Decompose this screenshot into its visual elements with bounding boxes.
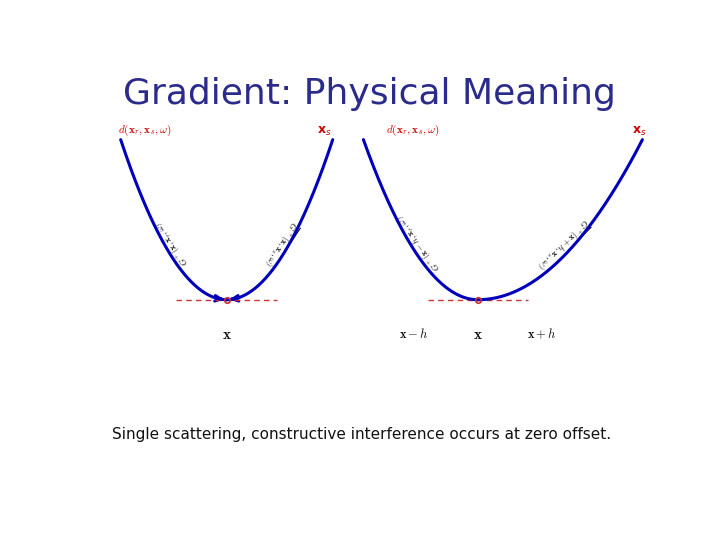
Text: $\mathbf{x}_s$: $\mathbf{x}_s$ xyxy=(317,124,332,138)
Text: $\overline{G^+}(\mathbf{x}, \mathbf{x}_s, \omega)$: $\overline{G^+}(\mathbf{x}, \mathbf{x}_s… xyxy=(261,218,302,269)
Text: $d(\mathbf{x}_r, \mathbf{x}_s, \omega)$: $d(\mathbf{x}_r, \mathbf{x}_s, \omega)$ xyxy=(386,122,439,138)
Text: Single scattering, constructive interference occurs at zero offset.: Single scattering, constructive interfer… xyxy=(112,427,611,442)
Text: $\mathbf{x}$: $\mathbf{x}$ xyxy=(473,327,482,342)
Text: $\mathbf{x}-h$: $\mathbf{x}-h$ xyxy=(399,327,428,341)
Text: $\mathbf{x}_s$: $\mathbf{x}_s$ xyxy=(632,124,647,138)
Text: Gradient: Physical Meaning: Gradient: Physical Meaning xyxy=(122,77,616,111)
Text: $d(\mathbf{x}_r, \mathbf{x}_s, \omega)$: $d(\mathbf{x}_r, \mathbf{x}_s, \omega)$ xyxy=(118,122,171,138)
Text: $\overline{G^+}(\mathbf{x}-h, \mathbf{x}_r, \omega)$: $\overline{G^+}(\mathbf{x}-h, \mathbf{x}… xyxy=(392,212,444,275)
Text: $\mathbf{x}+h$: $\mathbf{x}+h$ xyxy=(527,327,557,341)
Text: $\overline{G^+}(\mathbf{x}+h, \mathbf{x}_s, \omega)$: $\overline{G^+}(\mathbf{x}+h, \mathbf{x}… xyxy=(534,215,593,273)
Text: $\mathbf{x}$: $\mathbf{x}$ xyxy=(222,327,232,342)
Text: $\overline{G^+}(\mathbf{x}, \mathbf{x}_r, \omega)$: $\overline{G^+}(\mathbf{x}, \mathbf{x}_r… xyxy=(150,218,192,269)
